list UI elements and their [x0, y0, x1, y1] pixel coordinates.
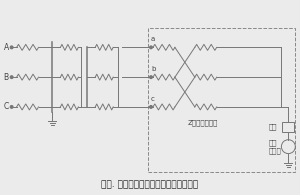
Text: C: C — [4, 102, 9, 111]
Bar — [148, 27, 295, 172]
Circle shape — [10, 76, 13, 78]
Circle shape — [10, 46, 13, 49]
Circle shape — [150, 106, 152, 108]
Text: 图二. 变压器中性点接地电阻柜工作原理: 图二. 变压器中性点接地电阻柜工作原理 — [101, 180, 199, 189]
Circle shape — [150, 76, 152, 78]
Circle shape — [10, 106, 13, 108]
Text: B: B — [4, 73, 9, 82]
Text: A: A — [4, 43, 9, 52]
Text: Z形接地变压器: Z形接地变压器 — [188, 120, 218, 126]
Text: 电阻: 电阻 — [268, 123, 277, 130]
Text: b: b — [151, 66, 155, 72]
Text: c: c — [151, 96, 155, 102]
Circle shape — [150, 46, 152, 49]
Text: a: a — [151, 36, 155, 42]
Bar — [282, 122, 294, 132]
Text: 电流
互感器: 电流 互感器 — [268, 140, 281, 154]
